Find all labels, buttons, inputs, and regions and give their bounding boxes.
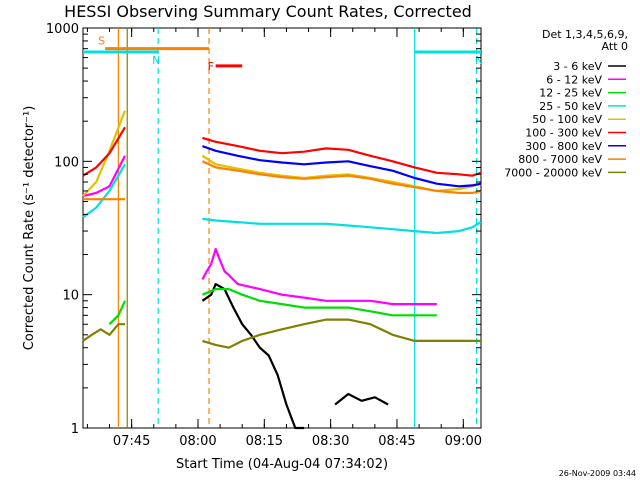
- y-tick-label: 10: [62, 289, 79, 304]
- y-tick-label: 1000: [46, 22, 79, 37]
- legend-entry-label: 300 - 800 keV: [525, 140, 602, 153]
- flag-label: F: [208, 60, 214, 73]
- series-group: [82, 110, 482, 430]
- series-line: [334, 392, 389, 406]
- flag-label: N: [152, 54, 160, 67]
- x-axis-label: Start Time (04-Aug-04 07:34:02): [176, 457, 388, 472]
- footer-timestamp: 26-Nov-2009 03:44: [559, 469, 636, 478]
- y-axis-label: Corrected Count Rate (s⁻¹ detector⁻¹): [22, 106, 37, 351]
- flag-bars: S N N F: [83, 35, 483, 73]
- series-line: [82, 126, 126, 177]
- series-line: [82, 110, 127, 197]
- legend-header: Att 0: [602, 40, 628, 53]
- legend-entry-label: 25 - 50 keV: [539, 100, 602, 113]
- legend-entry-label: 800 - 7000 keV: [518, 153, 602, 166]
- series-line: [201, 247, 437, 306]
- series-line: [108, 300, 127, 325]
- flag-label: N: [475, 54, 483, 67]
- legend-header: Det 1,3,4,5,6,9,: [542, 28, 628, 41]
- x-tick-label: 08:30: [312, 434, 349, 449]
- series-line: [202, 318, 481, 349]
- series-line: [202, 217, 482, 235]
- series-line: [201, 283, 305, 430]
- y-tick-label: 1: [71, 422, 79, 437]
- series-line: [202, 136, 482, 177]
- vertical-markers: [117, 28, 478, 428]
- series-line: [82, 323, 125, 342]
- series-line: [202, 145, 482, 188]
- x-tick-label: 08:00: [179, 434, 216, 449]
- x-tick-label: 08:15: [246, 434, 283, 449]
- legend-entry-label: 12 - 25 keV: [539, 87, 602, 100]
- legend-entry-label: 6 - 12 keV: [546, 73, 602, 86]
- y-axis: 1 10 100 1000: [46, 22, 481, 437]
- legend-entry-label: 3 - 6 keV: [553, 60, 602, 73]
- chart-title: HESSI Observing Summary Count Rates, Cor…: [64, 2, 472, 21]
- x-tick-label: 08:45: [378, 434, 415, 449]
- series-line: [201, 160, 482, 194]
- x-tick-label: 07:45: [113, 434, 150, 449]
- series-line: [201, 154, 482, 192]
- flag-label: S: [98, 35, 105, 48]
- x-axis: 07:45 08:00 08:15 08:30 08:45 09:00: [86, 28, 482, 449]
- legend-entry-label: 7000 - 20000 keV: [504, 166, 602, 179]
- y-tick-label: 100: [54, 155, 79, 170]
- series-line: [201, 288, 437, 317]
- plot-area-frame: [82, 27, 482, 429]
- x-tick-label: 09:00: [445, 434, 482, 449]
- legend-entry-label: 100 - 300 keV: [525, 127, 602, 140]
- legend-entry-label: 50 - 100 keV: [532, 113, 602, 126]
- series-line: [82, 155, 126, 198]
